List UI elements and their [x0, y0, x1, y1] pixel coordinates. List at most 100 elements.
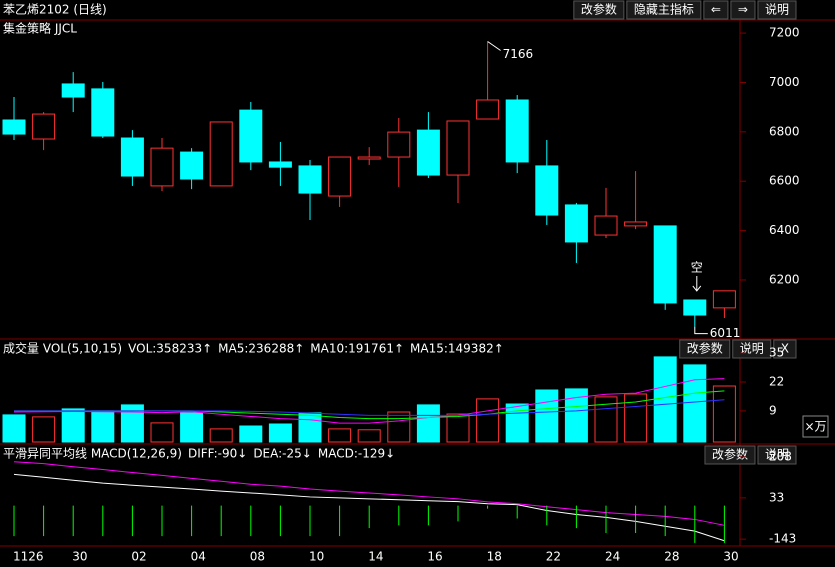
candle-body: [476, 99, 500, 120]
x-tick-label: 04: [191, 550, 206, 564]
button[interactable]: [573, 0, 625, 20]
volume-bar: [268, 423, 292, 443]
volume-bar: [564, 388, 588, 443]
y-tick-label: 6600: [769, 174, 800, 188]
candle-body: [535, 165, 559, 216]
y-tick-label: 7200: [769, 26, 800, 40]
candle-body: [712, 290, 736, 309]
y-tick-label: 7000: [769, 75, 800, 89]
legend-entry: MA10:191761↑: [310, 342, 404, 356]
button-label[interactable]: 说明: [765, 2, 789, 17]
candle-body: [268, 161, 292, 168]
button[interactable]: [757, 445, 797, 465]
button[interactable]: [730, 0, 756, 20]
legend-entry: MA15:149382↑: [410, 342, 504, 356]
y-tick-label: 208: [769, 449, 792, 463]
candle-body: [32, 113, 56, 140]
volume-bar: [683, 364, 707, 443]
y-tick-label: 33: [769, 490, 784, 504]
y-tick-label: 9: [769, 403, 777, 417]
volume-bar: [416, 404, 440, 443]
button[interactable]: [626, 0, 702, 20]
signal-label: 空: [691, 260, 703, 274]
volume-bar: [653, 356, 677, 443]
y-tick-label: 6800: [769, 124, 800, 138]
button-label[interactable]: 隐藏主指标: [634, 2, 694, 17]
button-label[interactable]: ⇒: [738, 3, 748, 17]
button[interactable]: [773, 339, 797, 359]
candle-body: [239, 109, 263, 163]
volume-bar: [446, 413, 470, 443]
volume-bar: [387, 411, 411, 443]
candle-body: [2, 119, 26, 135]
button[interactable]: [703, 0, 729, 20]
candle-body: [594, 215, 618, 236]
x-tick-label: 1126: [13, 550, 44, 564]
candle-body: [387, 131, 411, 158]
x-tick-label: 24: [605, 550, 620, 564]
volume-bar: [2, 414, 26, 443]
volume-bar: [91, 410, 115, 443]
candle-body: [357, 156, 381, 160]
candle-body: [624, 221, 648, 227]
candle-body: [446, 120, 470, 176]
y-tick-label: 6200: [769, 272, 800, 286]
volume-bar: [328, 428, 352, 443]
button-label[interactable]: X: [781, 342, 789, 356]
button-label[interactable]: 改参数: [581, 2, 617, 17]
signal-arrow: [692, 275, 702, 292]
button-label[interactable]: ⇐: [711, 3, 721, 17]
legend-entry: VOL:358233↑: [128, 342, 212, 356]
axis-unit: ×万: [804, 420, 826, 434]
candle-body: [298, 165, 322, 194]
indicator-line: [14, 399, 725, 416]
volume-bar: [298, 412, 322, 443]
x-tick-label: 18: [487, 550, 502, 564]
volume-bar: [535, 389, 559, 443]
annotation-line: [487, 41, 501, 51]
button[interactable]: [704, 445, 756, 465]
volume-bar: [476, 398, 500, 443]
y-tick-label: 35: [769, 346, 784, 360]
indicator-name: 集金策略 JJCL: [3, 21, 77, 36]
x-tick-label: 16: [427, 550, 442, 564]
candle-body: [120, 137, 144, 177]
candle-body: [416, 129, 440, 176]
volume-bar: [32, 416, 56, 443]
candle-body: [209, 121, 233, 187]
volume-bar: [120, 404, 144, 443]
legend-entry: DEA:-25↓: [253, 447, 312, 461]
indicator-line: [13, 378, 725, 424]
x-tick-label: 08: [250, 550, 265, 564]
volume-bar: [209, 428, 233, 443]
volume-bar: [180, 412, 204, 443]
button-label[interactable]: 说明: [765, 447, 789, 462]
volume-bar: [61, 408, 85, 443]
candle-body: [180, 151, 204, 180]
legend-entry: 平滑异同平均线 MACD(12,26,9): [3, 447, 182, 461]
candle-body: [150, 147, 174, 187]
volume-bar: [505, 403, 529, 443]
volume-bar: [150, 422, 174, 443]
legend-entry: MA5:236288↑: [218, 342, 304, 356]
button-label[interactable]: 说明: [740, 341, 764, 356]
x-tick-label: 14: [368, 550, 383, 564]
button[interactable]: [679, 339, 731, 359]
button-label[interactable]: 改参数: [712, 447, 748, 462]
x-tick-label: 10: [309, 550, 324, 564]
legend-entry: MACD:-129↓: [318, 447, 395, 461]
button-label[interactable]: 改参数: [687, 341, 723, 356]
button[interactable]: [757, 0, 797, 20]
annotation-line: [694, 326, 708, 335]
chart-title: 苯乙烯2102 (日线): [3, 3, 107, 17]
x-tick-label: 22: [546, 550, 561, 564]
y-tick-label: -143: [769, 532, 796, 546]
annotation: 7166: [503, 47, 534, 61]
candle-body: [564, 204, 588, 243]
candle-body: [653, 225, 677, 304]
legend-entry: 成交量 VOL(5,10,15): [3, 341, 122, 356]
volume-bar: [712, 385, 736, 443]
